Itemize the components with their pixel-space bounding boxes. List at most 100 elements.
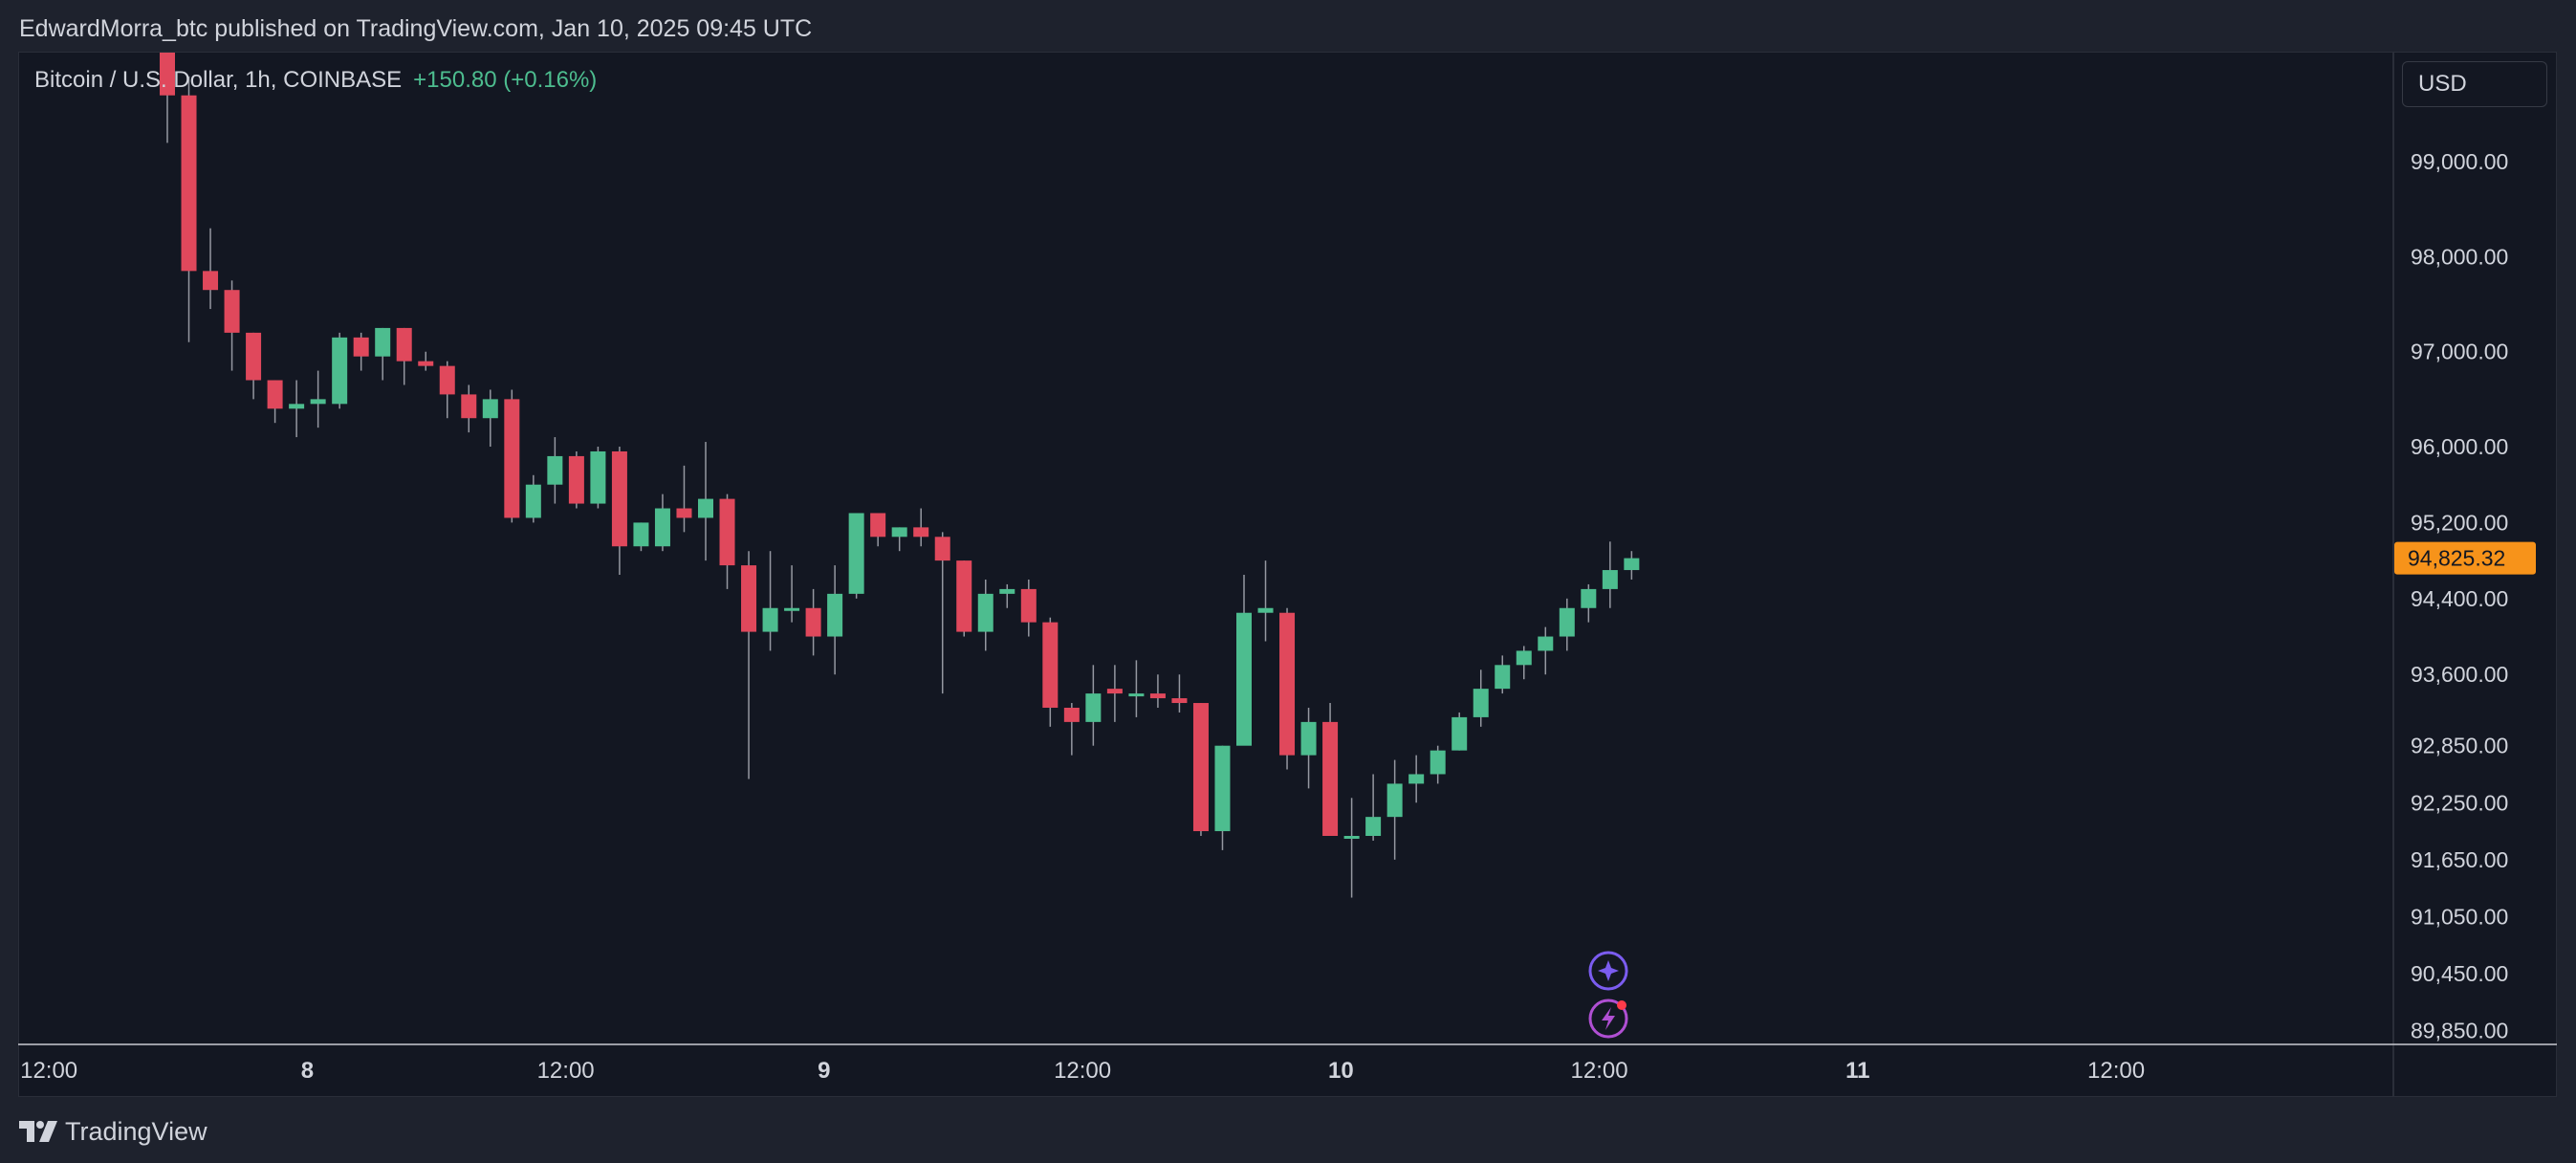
candle-body: [482, 399, 498, 419]
candle-body: [848, 513, 864, 594]
chart-pane[interactable]: [18, 52, 2557, 1097]
candle-body: [1236, 612, 1252, 746]
candle-body: [827, 593, 843, 637]
time-tick-label: 9: [818, 1058, 830, 1084]
sparkle-icon[interactable]: [1587, 950, 1629, 992]
candle-body: [1063, 707, 1080, 722]
candle-body: [1516, 650, 1532, 666]
candle-body: [1386, 783, 1403, 818]
candle: [891, 527, 907, 552]
candle: [805, 588, 821, 656]
candle-body: [590, 450, 606, 504]
candle-body: [676, 508, 692, 518]
candle: [418, 351, 434, 371]
candle-body: [1538, 636, 1554, 651]
candle-body: [310, 399, 326, 405]
candle-body: [1128, 693, 1145, 697]
candle: [1192, 703, 1209, 837]
candle: [289, 380, 305, 438]
candle: [1408, 755, 1425, 803]
candle: [870, 513, 886, 547]
price-axis[interactable]: 99,000.00 98,000.00 97,000.00 96,000.00 95,2…: [2411, 149, 2508, 1042]
candle: [461, 384, 477, 433]
candle-body: [1473, 689, 1489, 717]
candle-body: [741, 565, 757, 632]
lightning-icon[interactable]: [1587, 998, 1633, 1040]
candle-body: [246, 332, 262, 381]
price-tick-label: 94,400.00: [2411, 586, 2508, 611]
candle-body: [1214, 745, 1231, 832]
candle-body: [913, 527, 929, 538]
tradingview-logo-icon: [19, 1121, 57, 1142]
time-tick-label: 12:00: [537, 1058, 595, 1084]
time-tick-label: 12:00: [20, 1058, 77, 1084]
candle-body: [1085, 693, 1102, 722]
price-tick-label: 96,000.00: [2411, 434, 2508, 459]
price-tick-label: 92,250.00: [2411, 790, 2508, 815]
candle-body: [525, 484, 541, 518]
candle-body: [1171, 698, 1188, 704]
last-price-marker: 94,825.32: [2394, 541, 2536, 575]
candle: [504, 389, 520, 523]
candle-body: [1365, 817, 1382, 837]
price-tick-label: 90,450.00: [2411, 961, 2508, 986]
candle-body: [1624, 558, 1640, 571]
candle-body: [1192, 703, 1209, 832]
price-tick-label: 93,600.00: [2411, 662, 2508, 687]
candle: [1214, 745, 1231, 850]
time-tick-label: 12:00: [1571, 1058, 1628, 1084]
time-tick-label: 12:00: [2087, 1058, 2145, 1084]
candle-body: [805, 607, 821, 637]
candle: [590, 447, 606, 509]
candle-body: [891, 527, 907, 538]
candle: [1538, 626, 1554, 675]
candle-body: [762, 607, 778, 632]
candle-body: [1279, 612, 1296, 756]
candle: [977, 579, 993, 651]
publish-info-text: EdwardMorra_btc published on TradingView…: [19, 15, 813, 42]
candle-body: [956, 560, 972, 632]
candle: [525, 474, 541, 523]
candle: [1279, 607, 1296, 770]
candle: [913, 508, 929, 547]
candle-body: [547, 455, 563, 485]
candle-body: [1042, 622, 1059, 708]
candle: [1559, 598, 1575, 651]
time-tick-label: 8: [301, 1058, 314, 1084]
candle: [1257, 560, 1274, 642]
currency-button[interactable]: USD: [2402, 61, 2547, 107]
time-axis[interactable]: 12:00 8 12:00 9 12:00 10 12:00 11 12:00: [20, 1058, 2145, 1084]
candle: [1624, 551, 1640, 580]
candle: [934, 532, 950, 694]
candle: [1343, 798, 1360, 898]
candle: [956, 560, 972, 637]
candle: [482, 389, 498, 448]
candle: [1516, 646, 1532, 680]
price-tick-label: 98,000.00: [2411, 244, 2508, 269]
candle: [1106, 665, 1123, 722]
candle-body: [1343, 836, 1360, 840]
candle-body: [1602, 570, 1618, 589]
candle-body: [633, 522, 649, 547]
last-price-badge: [2394, 541, 2536, 575]
candle-body: [1106, 689, 1123, 694]
candle: [1386, 759, 1403, 860]
candle-body: [1452, 716, 1468, 751]
candle-body: [1322, 721, 1339, 837]
candle: [1322, 703, 1339, 837]
candle-body: [353, 337, 369, 357]
candle: [310, 370, 326, 428]
tradingview-footer[interactable]: TradingView: [19, 1115, 207, 1148]
candle-body: [224, 290, 240, 333]
price-tick-label: 97,000.00: [2411, 340, 2508, 364]
tradingview-brand: TradingView: [65, 1116, 207, 1146]
time-tick-label: 12:00: [1054, 1058, 1111, 1084]
candle: [633, 522, 649, 552]
candle-body: [934, 537, 950, 561]
candle-body: [1430, 750, 1446, 775]
candle: [1020, 579, 1037, 637]
candle: [1042, 617, 1059, 727]
candle-body: [654, 508, 670, 547]
symbol-title[interactable]: Bitcoin / U.S. Dollar, 1h, COINBASE: [34, 67, 403, 93]
